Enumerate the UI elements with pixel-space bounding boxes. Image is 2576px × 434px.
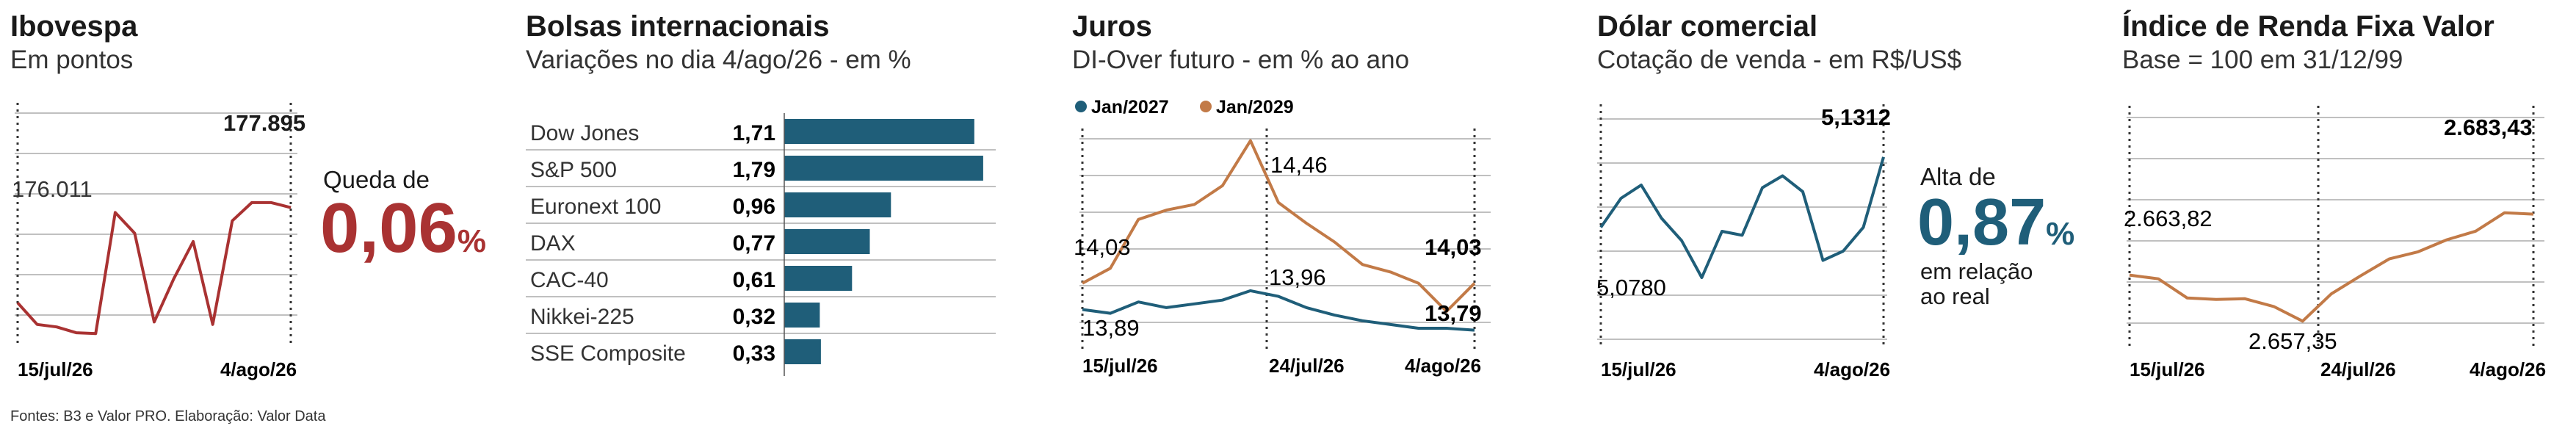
legend-label-2029: Jan/2029 (1216, 97, 1294, 117)
juros-legend: Jan/2027 Jan/2029 (1075, 97, 1294, 117)
dolar-last-label: 5,1312 (1821, 104, 1891, 130)
bolsas-panel: Bolsas internacionais Variações no dia 4… (526, 0, 1032, 411)
renda-title: Índice de Renda Fixa Valor (2122, 10, 2494, 43)
legend-label-2027: Jan/2027 (1091, 97, 1169, 117)
bolsas-category-label: S&P 500 (530, 158, 617, 182)
bolsas-category-label: CAC-40 (530, 268, 609, 292)
renda-panel: Índice de Renda Fixa Valor Base = 100 em… (2122, 0, 2576, 411)
renda-chart: 2.663,82 2.657,35 2.683,43 15/jul/26 24/… (2124, 106, 2546, 380)
dolar-title: Dólar comercial (1597, 10, 1818, 43)
ibovespa-panel: Ibovespa Em pontos 176.011 177.895 15/ju… (0, 0, 507, 411)
bolsas-value-label: 0,61 (733, 268, 775, 292)
ibovespa-callout-label: Queda de (323, 166, 430, 193)
bolsas-bar (784, 339, 821, 364)
juros-subtitle: DI-Over futuro - em % ao ano (1072, 46, 1410, 74)
ibovespa-callout-number: 0,06 (320, 189, 457, 267)
dolar-callout-label: Alta de (1920, 163, 1996, 190)
dolar-callout-note1: em relação (1920, 258, 2033, 284)
juros-line-2027 (1082, 289, 1475, 332)
renda-subtitle: Base = 100 em 31/12/99 (2122, 46, 2403, 74)
bolsas-value-label: 0,32 (733, 305, 775, 329)
juros-2029-last-label: 14,03 (1425, 234, 1482, 260)
legend-marker-2027 (1075, 101, 1087, 112)
juros-xtick-2: 24/jul/26 (1269, 355, 1345, 377)
dolar-callout-note2: ao real (1920, 283, 1990, 309)
bolsas-value-label: 0,77 (733, 231, 775, 256)
dolar-panel: Dólar comercial Cotação de venda - em R$… (1596, 0, 2096, 411)
dolar-chart: 5,0780 5,1312 15/jul/26 4/ago/26 (1596, 104, 1891, 380)
bolsas-title: Bolsas internacionais (526, 10, 830, 43)
juros-2029-first-label: 14,03 (1074, 234, 1131, 260)
renda-line (2129, 211, 2534, 323)
dolar-callout-number: 0,87 (1917, 186, 2047, 259)
juros-panel: Juros DI-Over futuro - em % ao ano Jan/2… (1072, 0, 1549, 411)
bolsas-bar (784, 266, 853, 291)
bolsas-bar (784, 192, 891, 217)
bolsas-value-label: 1,79 (733, 158, 775, 182)
bolsas-bar (784, 303, 820, 328)
ibovespa-grid (15, 112, 297, 316)
renda-xtick-1: 15/jul/26 (2130, 358, 2205, 380)
juros-xtick-1: 15/jul/26 (1082, 355, 1158, 377)
dolar-line (1599, 156, 1885, 279)
bolsas-bar (784, 156, 983, 181)
juros-2029-peak-label: 14,46 (1270, 152, 1328, 178)
source-footer: Fontes: B3 e Valor PRO. Elaboração: Valo… (10, 408, 326, 424)
bolsas-value-label: 0,96 (733, 195, 775, 219)
ibovespa-callout-unit: % (457, 223, 486, 259)
juros-chart: Jan/2027 Jan/2029 14,03 14,46 14,03 13,8… (1074, 97, 1491, 377)
bolsas-chart: Dow Jones 1,71 S&P 500 1,79 Euronext 100 0,96… (526, 113, 996, 376)
bolsas-value-label: 1,71 (733, 121, 775, 145)
ibovespa-chart: 176.011 177.895 15/jul/26 4/ago/26 (12, 103, 305, 380)
dolar-xtick-1: 15/jul/26 (1601, 358, 1676, 380)
bolsas-value-label: 0,33 (733, 341, 775, 366)
legend-marker-2029 (1200, 101, 1212, 112)
ibovespa-title: Ibovespa (10, 10, 138, 43)
bolsas-bar (784, 119, 974, 144)
renda-first-label: 2.663,82 (2124, 206, 2213, 231)
dolar-callout-value: 0,87% (1917, 185, 2074, 261)
juros-2027-mid-label: 13,96 (1269, 264, 1326, 290)
dolar-first-label: 5,0780 (1596, 275, 1666, 300)
juros-2027-first-label: 13,89 (1082, 315, 1140, 341)
renda-min-label: 2.657,35 (2248, 328, 2337, 354)
bolsas-category-label: Dow Jones (530, 121, 639, 145)
bolsas-category-label: Euronext 100 (530, 195, 661, 219)
ibovespa-callout-value: 0,06% (320, 188, 486, 269)
bolsas-subtitle: Variações no dia 4/ago/26 - em % (526, 46, 911, 74)
ibovespa-last-label: 177.895 (223, 110, 305, 136)
dolar-grid (1597, 118, 1887, 340)
juros-line-2029 (1082, 139, 1476, 313)
ibovespa-xtick-1: 15/jul/26 (18, 358, 93, 380)
renda-grid (2127, 117, 2544, 324)
juros-title: Juros (1072, 10, 1152, 43)
juros-2027-last-label: 13,79 (1425, 300, 1482, 326)
bolsas-category-label: Nikkei-225 (530, 305, 634, 329)
dolar-subtitle: Cotação de venda - em R$/US$ (1597, 46, 1962, 74)
renda-xtick-3: 4/ago/26 (2470, 358, 2546, 380)
ibovespa-xtick-2: 4/ago/26 (220, 358, 297, 380)
ibovespa-subtitle: Em pontos (10, 46, 134, 74)
bolsas-category-label: DAX (530, 231, 576, 256)
dolar-xtick-2: 4/ago/26 (1814, 358, 1890, 380)
ibovespa-line (16, 200, 292, 336)
ibovespa-first-label: 176.011 (12, 176, 93, 202)
renda-last-label: 2.683,43 (2444, 115, 2533, 140)
bolsas-bar (784, 229, 870, 254)
bolsas-category-label: SSE Composite (530, 341, 686, 366)
juros-xtick-3: 4/ago/26 (1405, 355, 1481, 377)
dolar-callout-unit: % (2046, 216, 2075, 252)
renda-xtick-2: 24/jul/26 (2320, 358, 2396, 380)
